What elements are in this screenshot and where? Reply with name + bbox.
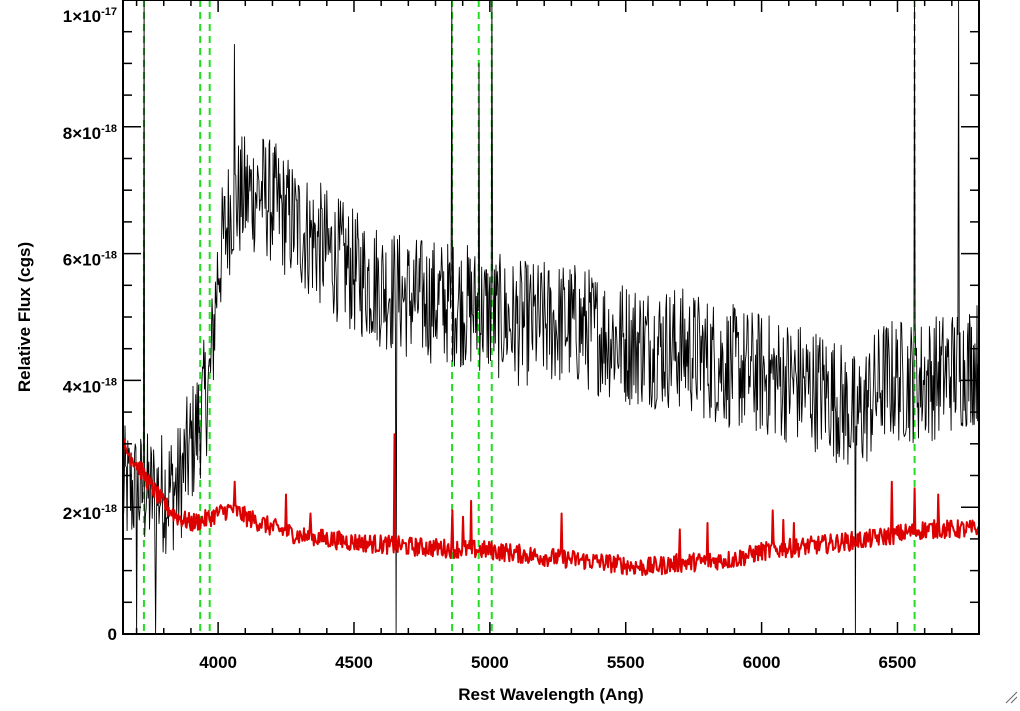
x-tick-label: 6000 (743, 653, 781, 672)
y-tick-label: 2×10-18 (63, 503, 117, 523)
y-axis-title: Relative Flux (cgs) (15, 242, 34, 392)
y-tick-label: 1×10-17 (63, 6, 117, 26)
x-tick-label: 6500 (879, 653, 917, 672)
y-tick-label: 6×10-18 (63, 250, 117, 270)
y-tick-label: 0 (108, 625, 117, 644)
data-series (123, 0, 979, 634)
y-tick-label: 8×10-18 (63, 123, 117, 143)
x-axis-title: Rest Wavelength (Ang) (458, 685, 643, 704)
observed-spectrum-line (123, 0, 979, 634)
resize-grip-icon[interactable] (1004, 690, 1018, 704)
x-tick-label: 5500 (607, 653, 645, 672)
y-tick-label: 4×10-18 (63, 376, 117, 396)
model-spectrum-line (123, 433, 979, 577)
y-tick-labels: 0 2×10-18 4×10-18 6×10-18 8×10-18 1×10-17 (63, 6, 117, 644)
x-tick-labels: 4000 4500 5000 5500 6000 6500 (199, 653, 916, 672)
axis-ticks (123, 0, 980, 635)
x-tick-label: 5000 (471, 653, 509, 672)
x-tick-label: 4000 (199, 653, 237, 672)
x-tick-label: 4500 (335, 653, 373, 672)
